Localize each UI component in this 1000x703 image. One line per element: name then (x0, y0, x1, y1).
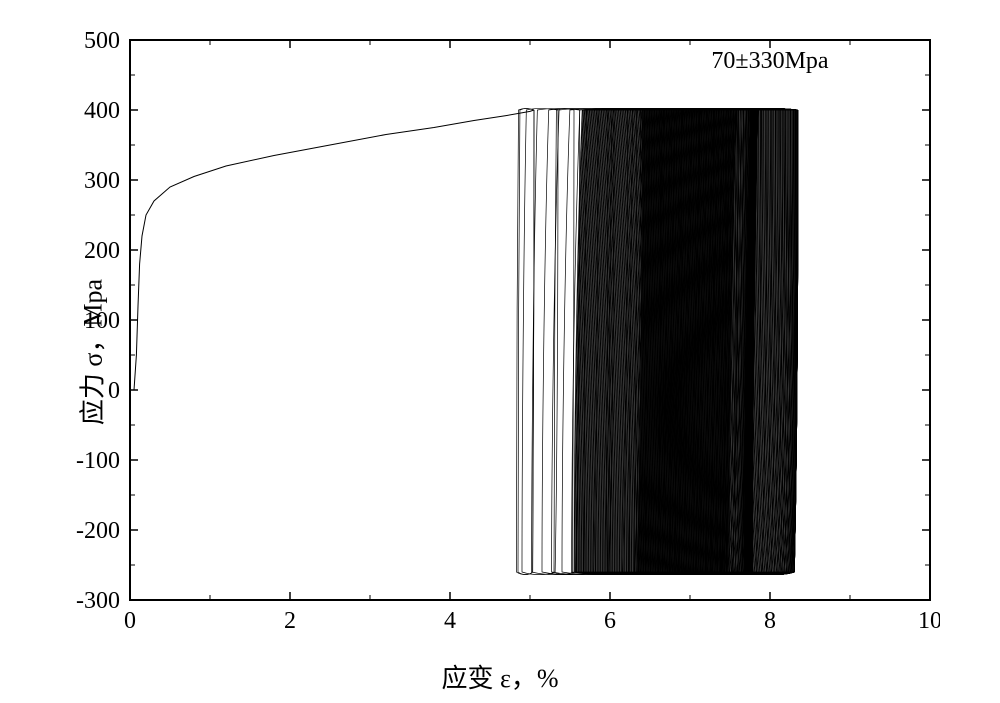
chart-container: 0246810-300-200-100010020030040050070±33… (60, 30, 940, 670)
y-axis-label: 应力 σ，Mpa (73, 278, 110, 424)
x-axis-label: 应变 ε，% (441, 658, 558, 695)
chart-annotation: 70±330Mpa (711, 48, 829, 74)
svg-text:8: 8 (764, 608, 776, 634)
stress-strain-chart: 0246810-300-200-100010020030040050070±33… (60, 30, 940, 670)
svg-text:10: 10 (918, 608, 940, 634)
svg-text:-300: -300 (76, 588, 120, 614)
svg-text:6: 6 (604, 608, 616, 634)
svg-text:400: 400 (84, 98, 120, 124)
svg-text:0: 0 (124, 608, 136, 634)
svg-text:2: 2 (284, 608, 296, 634)
svg-text:200: 200 (84, 238, 120, 264)
svg-text:0: 0 (108, 378, 120, 404)
svg-text:-100: -100 (76, 448, 120, 474)
svg-text:300: 300 (84, 168, 120, 194)
svg-text:500: 500 (84, 30, 120, 54)
svg-text:4: 4 (444, 608, 456, 634)
svg-text:-200: -200 (76, 518, 120, 544)
